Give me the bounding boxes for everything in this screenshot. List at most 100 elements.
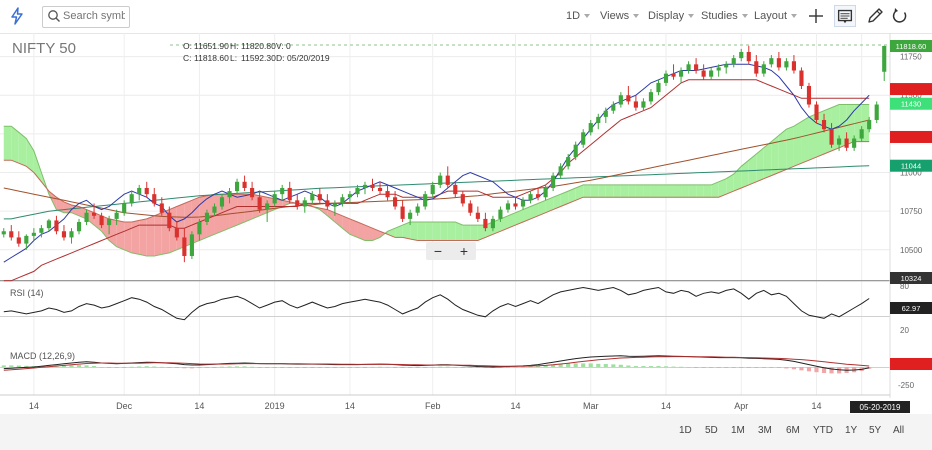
layout-menu[interactable]: Layout: [754, 10, 798, 22]
interval-menu[interactable]: 1D: [566, 10, 591, 22]
range-1d-button[interactable]: 1D: [679, 425, 692, 436]
macd-histogram-bar: [265, 367, 270, 368]
studies-menu[interactable]: Studies: [701, 10, 748, 22]
macd-histogram-bar: [513, 366, 518, 368]
macd-histogram-bar: [332, 367, 337, 368]
current-date-tag: 05-20-2019: [860, 403, 901, 412]
views-menu-label: Views: [600, 10, 630, 22]
cloud-segment: [523, 206, 531, 222]
search-icon: [48, 10, 60, 22]
macd-histogram-bar: [791, 367, 797, 370]
macd-histogram-bar: [754, 367, 759, 368]
macd-histogram-bar: [287, 367, 292, 368]
cloud-segment: [553, 194, 561, 210]
macd-histogram-bar: [641, 366, 646, 368]
range-3m-button[interactable]: 3M: [758, 425, 772, 436]
candle-body: [99, 215, 104, 226]
senkou-span-a-line: [3, 104, 870, 257]
candle-body: [39, 228, 44, 233]
cloud-segment: [447, 221, 456, 241]
macd-histogram-bar: [415, 367, 420, 368]
search-input[interactable]: [63, 8, 125, 24]
range-1y-button[interactable]: 1Y: [845, 425, 858, 436]
candle-body: [212, 206, 217, 213]
macd-histogram-bar: [543, 365, 548, 367]
chart-plot-area[interactable]: 1175011500112501100010750105008020-25011…: [0, 33, 932, 413]
pencil-draw-icon[interactable]: [864, 5, 886, 27]
cloud-segment: [364, 225, 373, 241]
views-menu[interactable]: Views: [600, 10, 640, 22]
rsi-panel: [3, 286, 870, 321]
candle-body: [415, 206, 420, 213]
macd-histogram-bar: [746, 367, 751, 368]
macd-histogram-bar: [69, 365, 74, 367]
layout-menu-label: Layout: [754, 10, 788, 22]
cloud-segment: [635, 184, 644, 198]
macd-histogram-bar: [24, 365, 29, 367]
cloud-segment: [440, 221, 448, 241]
range-5y-button[interactable]: 5Y: [869, 425, 882, 436]
macd-histogram-bar: [535, 365, 541, 367]
macd-histogram-bar: [709, 367, 714, 368]
cloud-segment: [470, 225, 478, 241]
cloud-segment: [342, 215, 350, 235]
macd-histogram-bar: [821, 367, 827, 373]
chart-table-icon[interactable]: [834, 5, 856, 27]
price-tick-label: 11500: [900, 91, 922, 100]
time-tick-label: 14: [812, 401, 822, 411]
cloud-segment: [146, 215, 155, 256]
zoom-control: − +: [426, 242, 476, 260]
ma-long-line: [3, 119, 870, 218]
macd-histogram-bar: [317, 367, 322, 368]
candle-body: [784, 61, 789, 68]
range-6m-button[interactable]: 6M: [786, 425, 800, 436]
macd-histogram-bar: [182, 367, 187, 369]
range-all-button[interactable]: All: [893, 425, 905, 436]
candle-body: [91, 212, 97, 216]
chevron-down-icon: [633, 14, 640, 19]
rsi-line: [3, 286, 870, 321]
candle-body: [400, 206, 405, 219]
crosshair-icon[interactable]: [805, 5, 827, 27]
candle-body: [573, 144, 578, 158]
price-tag-label-bg: [890, 272, 932, 284]
cloud-segment: [560, 191, 569, 207]
candle-body: [408, 212, 413, 219]
candle-body: [648, 92, 654, 102]
time-tick-label: 14: [194, 401, 204, 411]
ohlc-l-value: 11592.30: [241, 53, 276, 63]
candle-body: [61, 231, 67, 238]
lightning-logo-icon[interactable]: [8, 7, 26, 25]
display-menu[interactable]: Display: [648, 10, 695, 22]
cloud-segment: [666, 184, 674, 198]
macd-histogram-bar: [377, 366, 383, 368]
cloud-segment: [643, 184, 651, 198]
candle-body: [551, 175, 556, 188]
candle-body: [137, 187, 142, 195]
range-ytd-button[interactable]: YTD: [813, 425, 833, 436]
cloud-segment: [131, 220, 140, 255]
cloud-segment: [507, 212, 516, 229]
senkou-span-b-line: [3, 141, 870, 241]
macd-histogram-bar: [761, 367, 766, 368]
candle-body: [761, 64, 766, 74]
candle-body: [189, 234, 194, 256]
candle-body: [167, 212, 172, 229]
candle-body: [694, 64, 699, 71]
range-1m-button[interactable]: 1M: [731, 425, 745, 436]
candle-body: [663, 73, 669, 83]
macd-histogram-bar: [385, 366, 390, 368]
reset-refresh-icon[interactable]: [889, 5, 911, 27]
candle-body: [603, 110, 608, 117]
macd-histogram-bar: [573, 363, 578, 367]
kijun-line: [3, 79, 870, 282]
macd-histogram-bar: [633, 366, 638, 368]
symbol-search[interactable]: [42, 6, 130, 28]
zoom-out-button[interactable]: −: [433, 243, 443, 259]
macd-histogram-bar: [799, 367, 804, 371]
range-5d-button[interactable]: 5D: [705, 425, 718, 436]
macd-tick-label: -250: [898, 381, 915, 390]
macd-histogram-bar: [76, 365, 82, 367]
candle-body: [250, 187, 255, 198]
zoom-in-button[interactable]: +: [459, 243, 469, 259]
